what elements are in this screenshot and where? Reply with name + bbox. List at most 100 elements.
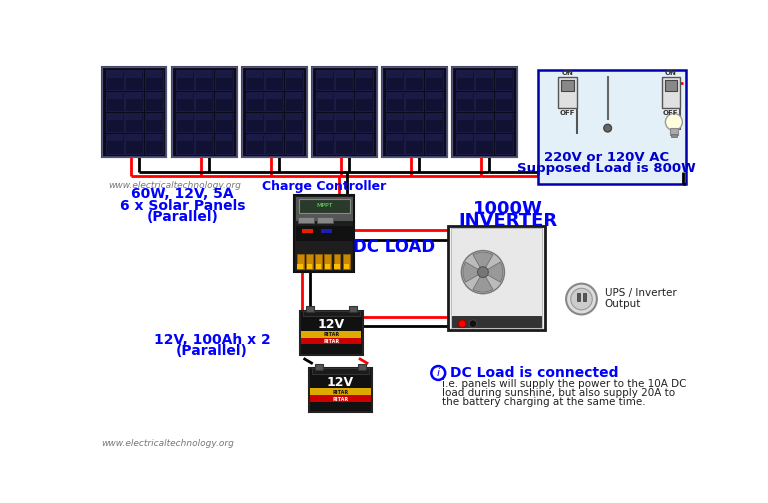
Bar [310,388,370,395]
Bar [247,93,263,99]
Bar [266,135,283,141]
Bar [247,114,263,120]
Bar [456,70,474,90]
Bar [296,197,353,221]
Bar [312,66,376,157]
Bar [386,114,403,120]
Bar [406,71,422,77]
Bar [495,113,513,132]
Bar [316,71,333,77]
Bar [316,113,334,132]
Bar [285,92,303,111]
Bar [558,77,577,108]
Text: i: i [437,368,440,378]
Text: MPPT: MPPT [316,203,333,208]
Bar [102,66,167,157]
Bar [670,133,677,137]
Bar [145,71,162,77]
Bar [406,114,422,120]
Bar [126,114,142,120]
Bar [316,70,334,90]
Bar [495,70,513,90]
Bar [456,92,474,111]
Bar [145,93,162,99]
Bar [382,66,447,157]
Text: 12V: 12V [327,376,354,389]
Bar [425,114,442,120]
Bar [306,306,313,312]
Bar [285,134,303,153]
Bar [457,114,473,120]
Text: RITAR: RITAR [333,390,349,395]
Bar [145,135,162,141]
Bar [247,135,263,141]
Text: Output: Output [604,299,641,309]
Bar [336,92,353,111]
Bar [298,217,313,223]
Bar [176,92,194,111]
Bar [456,113,474,132]
Bar [286,71,302,77]
Text: Charge Controller: Charge Controller [262,180,386,193]
Bar [336,134,353,153]
Bar [356,135,372,141]
Bar [406,113,423,132]
Bar [355,92,372,111]
Bar [452,66,517,157]
Bar [242,66,306,157]
Bar [406,70,423,90]
Bar [425,92,443,111]
Bar [309,368,372,412]
Bar [561,80,574,91]
Bar [215,134,233,153]
Bar [195,70,214,90]
Bar [215,92,233,111]
Bar [476,135,493,141]
Bar [176,70,194,90]
Bar [177,135,193,141]
Bar [106,134,124,153]
Bar [312,66,376,157]
Text: 60W, 12V, 5A: 60W, 12V, 5A [131,187,234,201]
Bar [107,135,123,141]
Bar [670,128,677,135]
Bar [301,338,361,345]
Bar [406,135,422,141]
Bar [216,71,232,77]
Bar [386,134,404,153]
Text: RITAR: RITAR [323,332,339,337]
Bar [406,134,423,153]
Bar [102,66,167,157]
Bar [496,135,512,141]
Bar [538,69,686,184]
Bar [107,114,123,120]
Bar [496,114,512,120]
Bar [386,135,403,141]
Bar [177,114,193,120]
Bar [355,134,372,153]
Bar [177,71,193,77]
Bar [265,70,283,90]
Bar [475,113,494,132]
Bar [425,113,443,132]
Bar [324,254,331,269]
Text: RITAR: RITAR [333,397,349,402]
Text: ON: ON [561,70,574,76]
Bar [126,135,142,141]
Bar [496,71,512,77]
Circle shape [462,250,505,294]
Bar [358,364,366,370]
Circle shape [571,288,592,310]
Bar [315,364,323,370]
Bar [196,71,213,77]
Bar [144,113,163,132]
Bar [315,254,322,269]
Bar [356,93,372,99]
Bar [196,135,213,141]
Bar [386,92,404,111]
Circle shape [478,267,488,278]
Text: 1000W: 1000W [472,200,542,218]
Text: OFF: OFF [560,110,575,116]
Bar [196,114,213,120]
Bar [316,93,333,99]
